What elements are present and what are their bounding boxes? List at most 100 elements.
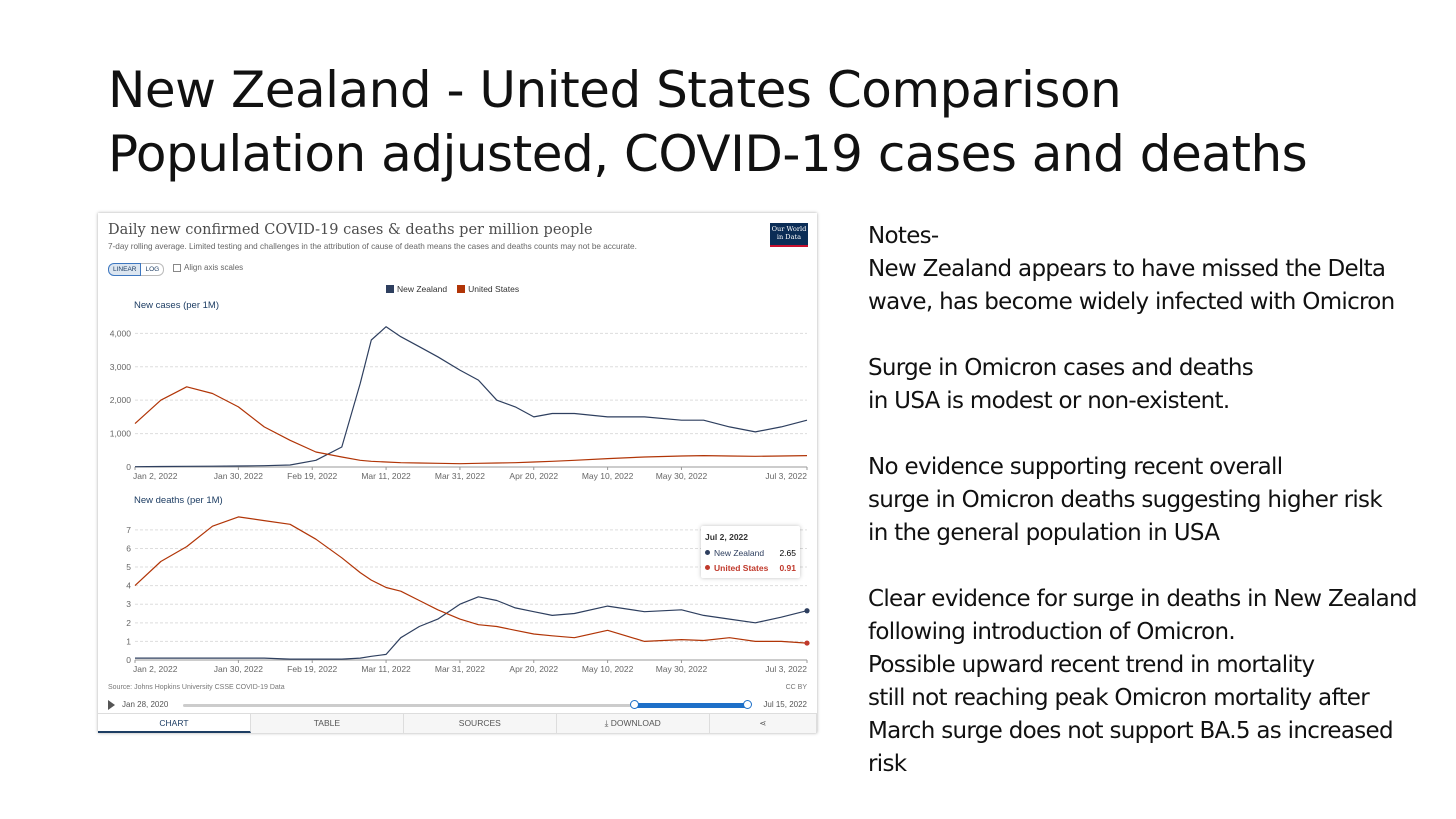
x-tick-label: Apr 20, 2022 — [509, 664, 558, 674]
owid-logo-line-1: Our World — [771, 225, 807, 233]
tooltip-row-us: United States 0.91 — [705, 563, 796, 573]
linear-scale-button[interactable]: LINEAR — [108, 263, 142, 276]
x-tick-label: Mar 11, 2022 — [361, 471, 411, 481]
tab-table[interactable]: TABLE — [251, 714, 404, 733]
notes-line: in the general population in USA — [868, 520, 1220, 546]
tooltip-nz-label: New Zealand — [714, 548, 765, 558]
legend-item-new-zealand[interactable]: New Zealand — [386, 284, 447, 294]
slide-title-line-1: New Zealand - United States Comparison — [108, 61, 1122, 119]
series-line-united-states — [134, 386, 808, 465]
chart-subtitle: 7-day rolling average. Limited testing a… — [108, 242, 637, 251]
owid-logo[interactable]: Our World in Data — [770, 223, 808, 247]
legend-label-nz: New Zealand — [397, 284, 448, 294]
y-tick-label: 3 — [126, 599, 131, 609]
x-tick-label: Jul 3, 2022 — [765, 664, 807, 674]
notes-line: surge in Omicron deaths suggesting highe… — [868, 487, 1383, 513]
notes-spacer — [868, 319, 1448, 352]
owid-logo-line-2: in Data — [776, 233, 802, 241]
y-tick-label: 2,000 — [110, 395, 132, 405]
notes-line: risk — [868, 751, 907, 777]
play-icon[interactable] — [108, 700, 115, 710]
x-tick-label: Jan 30, 2022 — [214, 471, 263, 481]
timeline-slider: Jan 28, 2020 Jul 15, 2022 — [108, 698, 807, 712]
tooltip-date: Jul 2, 2022 — [705, 532, 749, 542]
timeline-start-handle[interactable] — [630, 700, 640, 709]
slide-title: New Zealand - United States Comparison P… — [108, 58, 1308, 186]
x-tick-label: Jul 3, 2022 — [765, 471, 807, 481]
tab-sources[interactable]: SOURCES — [404, 714, 557, 733]
chart-title: Daily new confirmed COVID-19 cases & dea… — [108, 222, 593, 238]
align-axis-toggle[interactable]: Align axis scales — [173, 263, 243, 272]
y-tick-label: 4,000 — [110, 328, 132, 338]
tab-download[interactable]: ⤓ DOWNLOAD — [557, 714, 710, 733]
y-tick-label: 1,000 — [110, 429, 132, 439]
series-line-new-zealand — [135, 596, 808, 660]
notes-text: Notes- New Zealand appears to have missed… — [868, 220, 1448, 781]
share-icon[interactable]: ⋖ — [710, 714, 818, 733]
legend-swatch-nz — [386, 285, 394, 293]
y-tick-label: 0 — [126, 655, 131, 665]
notes-line: Notes- — [868, 223, 939, 249]
x-tick-label: Apr 20, 2022 — [509, 471, 558, 481]
series-line-new-zealand — [134, 326, 808, 468]
notes-line: Clear evidence for surge in deaths in Ne… — [868, 586, 1417, 612]
endpoint-new-zealand — [804, 608, 810, 614]
x-tick-label: May 30, 2022 — [656, 471, 708, 481]
align-axis-checkbox[interactable] — [173, 263, 181, 272]
notes-line: in USA is modest or non-existent. — [868, 388, 1230, 414]
legend-label-us: United States — [468, 284, 520, 294]
chart-tabs: CHART TABLE SOURCES ⤓ DOWNLOAD ⋖ — [98, 713, 818, 733]
timeline-end-handle[interactable] — [743, 700, 752, 709]
y-tick-label: 3,000 — [110, 362, 132, 372]
notes-line: wave, has become widely infected with Om… — [868, 289, 1395, 315]
tooltip-nz-value: 2.65 — [779, 548, 796, 558]
x-tick-label: Jan 2, 2022 — [133, 664, 178, 674]
notes-line: No evidence supporting recent overall — [868, 454, 1283, 480]
tooltip-us-label: United States — [714, 563, 769, 573]
x-tick-label: Feb 19, 2022 — [287, 664, 337, 674]
x-tick-label: Mar 11, 2022 — [361, 664, 411, 674]
timeline-start-label: Jan 28, 2020 — [122, 700, 169, 709]
endpoint-united-states — [804, 640, 810, 646]
source-note[interactable]: Source: Johns Hopkins University CSSE CO… — [108, 684, 285, 691]
x-tick-label: Jan 2, 2022 — [133, 471, 178, 481]
timeline-track[interactable] — [183, 700, 752, 709]
chart-0-title: New cases (per 1M) — [134, 300, 219, 311]
y-tick-label: 4 — [126, 581, 131, 591]
notes-line: following introduction of Omicron. — [868, 619, 1236, 645]
hover-tooltip: Jul 2, 2022 New Zealand 2.65 United Stat… — [701, 526, 800, 578]
notes-line: Possible upward recent trend in mortalit… — [868, 652, 1315, 678]
y-tick-label: 2 — [126, 618, 131, 628]
notes-line: Surge in Omicron cases and deaths — [868, 355, 1254, 381]
license-badge[interactable]: CC BY — [785, 684, 807, 691]
log-scale-button[interactable]: LOG — [141, 263, 165, 276]
series-line-united-states — [134, 516, 808, 644]
chart-legend: New Zealand United States — [386, 284, 519, 294]
legend-item-united-states[interactable]: United States — [457, 284, 519, 294]
charts-area: New cases (per 1M) 0 1,000 2,000 3,000 4,000 J… — [110, 300, 810, 674]
tooltip-us-value: 0.91 — [779, 563, 796, 573]
y-tick-label: 5 — [126, 562, 131, 572]
align-axis-label: Align axis scales — [184, 263, 244, 272]
x-tick-label: Feb 19, 2022 — [287, 471, 337, 481]
notes-line: March surge does not support BA.5 as inc… — [868, 718, 1394, 744]
notes-line: still not reaching peak Omicron mortalit… — [868, 685, 1370, 711]
scale-toggle: LINEAR LOG — [108, 263, 165, 276]
y-tick-label: 7 — [126, 525, 131, 535]
tab-chart[interactable]: CHART — [98, 714, 251, 733]
x-tick-label: Mar 31, 2022 — [435, 664, 485, 674]
notes-spacer — [868, 418, 1448, 451]
timeline-end-label: Jul 15, 2022 — [763, 700, 807, 709]
y-tick-label: 6 — [126, 543, 131, 553]
notes-spacer — [868, 550, 1448, 583]
chart-panel: Daily new confirmed COVID-19 cases & dea… — [98, 213, 818, 733]
chart-1-title: New deaths (per 1M) — [134, 495, 223, 506]
tooltip-row-nz: New Zealand 2.65 — [705, 548, 796, 558]
notes-line: New Zealand appears to have missed the D… — [868, 256, 1386, 282]
x-tick-label: May 30, 2022 — [656, 664, 708, 674]
x-tick-label: May 10, 2022 — [582, 471, 634, 481]
legend-swatch-us — [457, 285, 466, 293]
x-tick-label: Jan 30, 2022 — [214, 664, 263, 674]
y-tick-label: 0 — [126, 462, 131, 472]
x-tick-label: May 10, 2022 — [582, 664, 634, 674]
